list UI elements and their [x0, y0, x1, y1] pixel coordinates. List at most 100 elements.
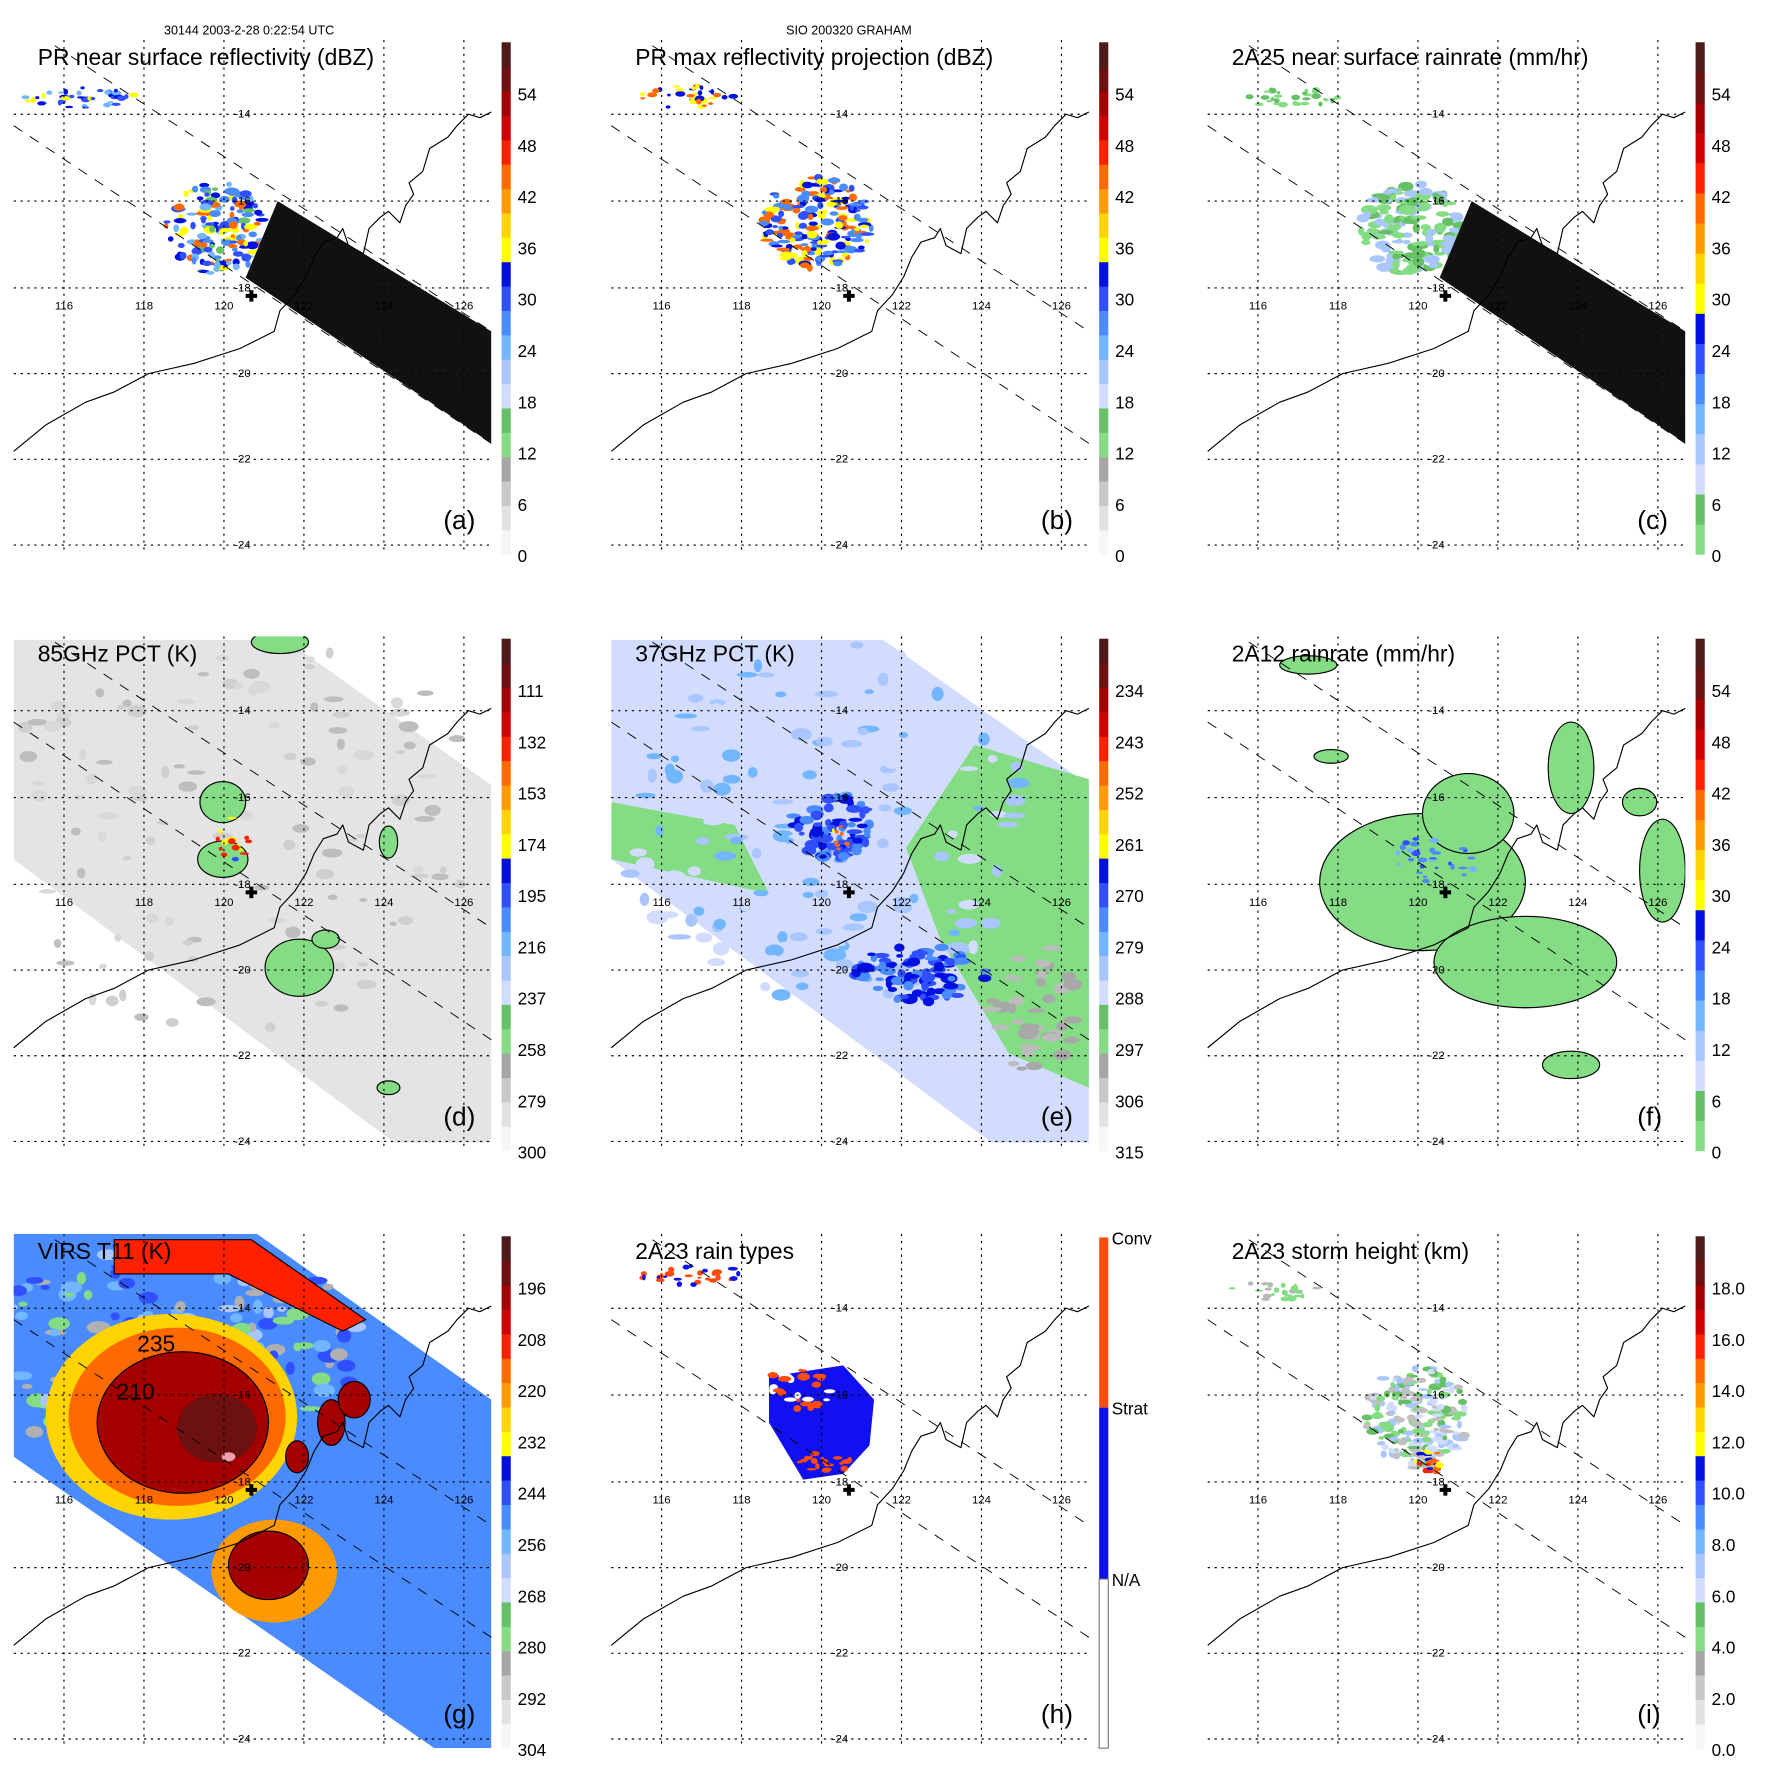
colorbar-segment: [1695, 638, 1705, 670]
colorbar-segment: [1099, 809, 1109, 835]
data-pixel-cluster: [225, 260, 232, 266]
data-pixel-cluster: [1397, 1438, 1408, 1446]
data-pixel-cluster: [1412, 837, 1420, 841]
data-pixel-cluster: [1284, 1294, 1293, 1297]
data-pixel-cluster: [1035, 977, 1046, 987]
missing-data-swath: [245, 201, 492, 444]
colorbar-segment: [501, 1480, 511, 1505]
swath-edge-line: [54, 1239, 492, 1526]
data-pixel-cluster: [330, 961, 346, 971]
data-pixel-cluster: [1290, 1285, 1299, 1292]
data-pixel-cluster: [179, 226, 189, 235]
data-pixel-cluster: [1260, 95, 1270, 100]
data-pixel-cluster: [359, 897, 368, 903]
data-pixel-cluster: [356, 979, 377, 990]
data-pixel-cluster: [235, 235, 242, 241]
data-pixel-cluster: [30, 97, 37, 104]
data-pixel-cluster: [1400, 1399, 1413, 1405]
colorbar-segment: [1695, 1480, 1705, 1505]
data-pixel-cluster: [721, 95, 728, 100]
data-pixel-cluster: [695, 837, 710, 845]
data-pixel-cluster: [1007, 1060, 1020, 1067]
data-pixel-cluster: [660, 911, 679, 919]
latitude-label: -20: [234, 1562, 251, 1574]
data-pixel-cluster: [814, 889, 829, 899]
latitude-label: -20: [832, 368, 849, 380]
colorbar-label: 8.0: [1712, 1535, 1736, 1555]
data-pixel-cluster: [210, 192, 221, 199]
data-pixel-cluster: [1394, 1384, 1400, 1393]
data-pixel-cluster: [700, 779, 714, 793]
data-pixel-cluster: [740, 739, 751, 746]
data-pixel-cluster: [674, 713, 698, 719]
panel-title: 37GHz PCT (K): [635, 641, 795, 667]
data-pixel-cluster: [313, 1383, 336, 1398]
data-pixel-cluster: [1388, 1410, 1396, 1415]
data-pixel-cluster: [231, 856, 240, 862]
longitude-label: 122: [1488, 301, 1507, 313]
data-pixel-cluster: [1425, 1462, 1431, 1467]
colorbar-label: 18: [1712, 392, 1731, 412]
data-pixel-cluster: [212, 255, 222, 260]
latitude-label: -18: [234, 1476, 251, 1488]
data-pixel-cluster: [227, 816, 237, 820]
colorbar-segment: [501, 1382, 511, 1408]
data-pixel-cluster: [697, 1276, 702, 1279]
data-pixel-cluster: [707, 958, 726, 967]
latitude-label: -18: [832, 282, 849, 294]
data-pixel-cluster: [765, 944, 784, 957]
data-pixel-cluster: [173, 224, 180, 233]
data-pixel-cluster: [248, 684, 259, 696]
data-pixel-cluster: [1361, 231, 1372, 241]
data-pixel-cluster: [840, 235, 851, 239]
colorbar-label: 268: [518, 1586, 547, 1606]
data-pixel-cluster: [389, 708, 411, 717]
panel-d: 116 118 120 122 124 126 -14 -16 -18 -20 -22 -24 85GH…: [13, 636, 547, 1163]
data-pixel-cluster: [873, 952, 890, 959]
rain-area-contour: [1541, 1050, 1601, 1080]
data-pixel-cluster: [245, 839, 253, 844]
latitude-label: -24: [832, 1136, 849, 1148]
data-pixel-cluster: [398, 721, 419, 733]
data-pixel-cluster: [202, 260, 212, 267]
colorbar-label: 48: [1115, 136, 1134, 156]
data-pixel-cluster: [699, 85, 704, 91]
data-pixel-cluster: [226, 181, 232, 187]
data-pixel-cluster: [90, 96, 96, 101]
data-pixel-cluster: [1006, 777, 1030, 789]
data-pixel-cluster: [1254, 1289, 1263, 1292]
data-pixel-cluster: [338, 785, 354, 798]
data-pixel-cluster: [1437, 1391, 1451, 1398]
data-pixel-cluster: [814, 690, 838, 698]
data-pixel-cluster: [1318, 101, 1323, 107]
data-pixel-cluster: [244, 223, 258, 230]
swath-edge-line: [54, 45, 492, 332]
data-pixel-cluster: [740, 902, 750, 912]
colorbar-label: 24: [1712, 937, 1732, 957]
longitude-label: 126: [1052, 897, 1071, 909]
data-pixel-cluster: [835, 206, 848, 210]
data-pixel-cluster: [856, 823, 868, 829]
data-pixel-cluster: [73, 794, 86, 800]
data-pixel-cluster: [807, 791, 818, 801]
data-pixel-cluster: [114, 933, 122, 942]
data-pixel-cluster: [858, 199, 870, 204]
colorbar-segment: [1695, 222, 1705, 254]
data-pixel-cluster: [1416, 1377, 1427, 1383]
data-pixel-cluster: [173, 764, 185, 769]
data-pixel-cluster: [70, 827, 81, 836]
data-pixel-cluster: [1292, 100, 1298, 106]
data-pixel-cluster: [19, 750, 38, 763]
latitude-label: -14: [832, 109, 849, 121]
data-pixel-cluster: [777, 1375, 792, 1382]
colorbar-segment: [1695, 1090, 1705, 1122]
colorbar-label: 196: [518, 1279, 547, 1299]
data-pixel-cluster: [697, 1270, 704, 1276]
longitude-label: 116: [1249, 897, 1267, 909]
data-pixel-cluster: [1435, 211, 1450, 217]
data-pixel-cluster: [1265, 100, 1273, 103]
data-pixel-cluster: [119, 989, 127, 1002]
data-pixel-cluster: [757, 672, 775, 678]
data-pixel-cluster: [1311, 93, 1322, 100]
data-pixel-cluster: [1014, 976, 1022, 982]
